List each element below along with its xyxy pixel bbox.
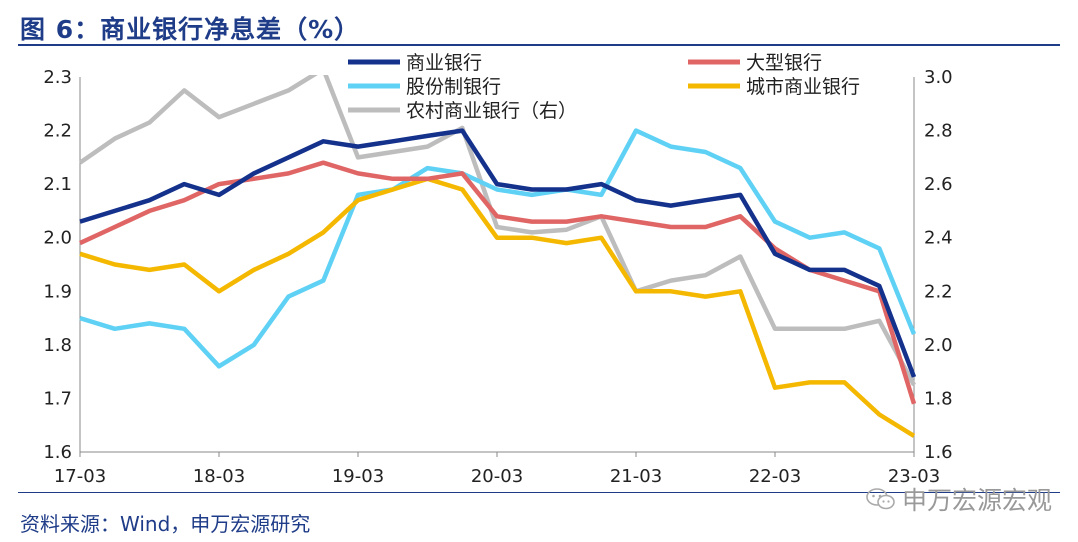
y-left-tick-label: 2.2 <box>43 121 72 142</box>
y-left-tick-label: 1.9 <box>43 281 72 302</box>
footer-divider <box>18 492 1060 493</box>
x-tick-label: 22-03 <box>749 466 801 487</box>
legend-label: 大型银行 <box>746 52 822 74</box>
series-line-0 <box>79 128 917 378</box>
x-tick-label: 21-03 <box>610 466 662 487</box>
series-line-2 <box>79 160 917 405</box>
x-tick-label: 23-03 <box>888 466 940 487</box>
x-tick-label: 19-03 <box>332 466 384 487</box>
legend-label: 城市商业银行 <box>746 76 860 98</box>
series-line-1 <box>79 128 917 369</box>
y-left-tick-label: 2.0 <box>43 228 72 249</box>
watermark: 申万宏源宏观 <box>866 481 1052 517</box>
y-left-tick-label: 1.8 <box>43 335 72 356</box>
series-line-3 <box>79 176 916 438</box>
legend-label: 商业银行 <box>406 52 482 74</box>
y-right-tick-label: 2.8 <box>924 121 953 142</box>
legend-label: 农村商业银行（右） <box>406 100 577 122</box>
y-left-tick-label: 1.6 <box>43 442 72 463</box>
wechat-icon <box>866 488 895 510</box>
source-note: 资料来源：Wind，申万宏源研究 <box>20 512 311 536</box>
x-tick-label: 20-03 <box>471 466 523 487</box>
legend-label: 股份制银行 <box>406 76 501 98</box>
x-tick-label: 18-03 <box>193 466 245 487</box>
y-right-tick-label: 2.6 <box>924 174 953 195</box>
watermark-text: 申万宏源宏观 <box>901 486 1052 515</box>
y-right-tick-label: 2.0 <box>924 335 953 356</box>
y-right-tick-label: 3.0 <box>924 67 953 88</box>
y-right-tick-label: 2.2 <box>924 281 953 302</box>
title-divider <box>18 44 1060 46</box>
y-right-tick-label: 1.6 <box>924 442 953 463</box>
series-line-4 <box>78 75 916 387</box>
y-left-tick-label: 1.7 <box>43 388 72 409</box>
y-right-tick-label: 2.4 <box>924 228 953 249</box>
y-right-tick-label: 1.8 <box>924 388 953 409</box>
x-tick-label: 17-03 <box>54 466 106 487</box>
y-left-tick-label: 2.1 <box>43 174 72 195</box>
chart-title: 图 6：商业银行净息差（%） <box>20 15 361 44</box>
y-left-tick-label: 2.3 <box>43 67 72 88</box>
